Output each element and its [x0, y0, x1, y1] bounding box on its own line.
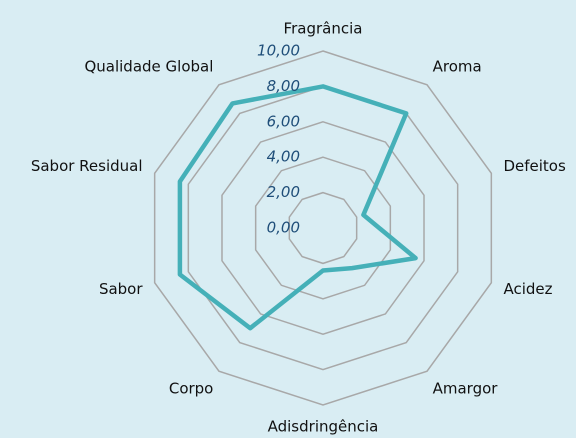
r-tick-label: 0,00 [267, 219, 300, 237]
r-tick-label: 2,00 [267, 183, 300, 201]
series-line [177, 84, 418, 331]
r-tick-label: 10,00 [257, 42, 300, 60]
axis-label: Amargor [433, 379, 499, 397]
grid-ring [254, 156, 392, 300]
axis-label: Corpo [169, 379, 214, 397]
axis-label: Adisdringência [268, 418, 379, 436]
axis-label: Acidez [503, 280, 552, 298]
axis-label: Aroma [433, 58, 482, 76]
axis-label: Sabor [99, 280, 143, 298]
r-tick-label: 8,00 [267, 77, 300, 95]
axis-label: Defeitos [503, 157, 566, 175]
r-tick-label: 6,00 [267, 112, 300, 130]
grid-ring [187, 85, 459, 371]
axis-label: Fragrância [284, 20, 363, 38]
grid-ring [153, 50, 493, 406]
axis-label: Qualidade Global [84, 58, 213, 76]
r-tick-label: 4,00 [267, 148, 300, 166]
axis-label: Sabor Residual [31, 157, 143, 175]
grid-ring [221, 121, 425, 335]
grid-ring [288, 191, 358, 265]
